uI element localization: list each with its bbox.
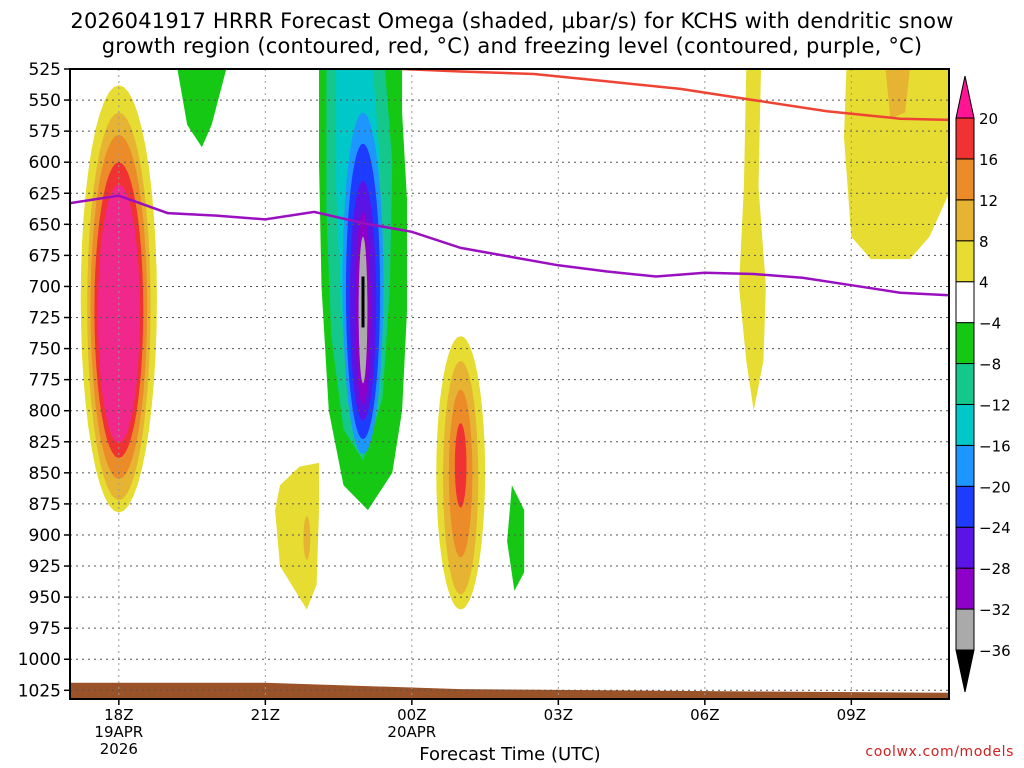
omega-lobe-22z-gold (303, 516, 311, 560)
colorbar-bin-8 (955, 199, 975, 242)
omega-lobe-18z-20 (97, 184, 140, 443)
y-tick-label-750: 750 (29, 340, 61, 360)
colorbar-bin-16 (955, 117, 975, 160)
x-tick-label-09Z: 09Z (837, 706, 866, 724)
colorbar-label-12: 12 (979, 192, 998, 210)
colorbar-bin--4 (955, 281, 975, 324)
colorbar-bin--8 (955, 322, 975, 365)
y-tick-label-800: 800 (29, 402, 61, 422)
y-tick-label-700: 700 (29, 277, 61, 297)
y-tick-label-650: 650 (29, 215, 61, 235)
colorbar-bin--24 (955, 485, 975, 528)
y-tick-label-675: 675 (29, 246, 61, 266)
colorbar-bin--16 (955, 403, 975, 446)
colorbar-label-4: 4 (979, 274, 989, 292)
colorbar-bin--12 (955, 363, 975, 405)
y-tick-label-875: 875 (29, 495, 61, 515)
y-tick-label-600: 600 (29, 153, 61, 173)
colorbar-label--36: −36 (979, 642, 1011, 660)
y-tick-label-525: 525 (29, 60, 61, 80)
colorbar-bin-4 (955, 240, 975, 283)
colorbar-label--28: −28 (979, 560, 1011, 578)
x-tick-label-18Z: 18Z (104, 706, 133, 724)
y-tick-label-775: 775 (29, 371, 61, 391)
colorbar-label--4: −4 (979, 315, 1001, 333)
y-tick-label-625: 625 (29, 184, 61, 204)
plot-frame (69, 68, 950, 700)
colorbar-bin--32 (955, 567, 975, 610)
colorbar: −36 −32 −28 −24 −20 −16 −12 −8 −4 4 8 12 16 20 (955, 75, 1011, 693)
colorbar-over-arrow (955, 75, 975, 119)
y-tick-label-975: 975 (29, 619, 61, 639)
chart-title-line2: growth region (contoured, red, °C) and f… (101, 34, 923, 58)
y-tick-label-1000: 1000 (18, 650, 61, 670)
omega-lobe-09z-8 (885, 69, 910, 119)
colorbar-under-arrow (955, 649, 975, 693)
site-credit[interactable]: coolwx.com/models (865, 744, 1014, 760)
colorbar-label--12: −12 (979, 396, 1011, 414)
y-tick-label-925: 925 (29, 557, 61, 577)
x-tick-label-21Z: 21Z (251, 706, 280, 724)
colorbar-label-16: 16 (979, 151, 998, 169)
gridlines (70, 68, 949, 699)
y-tick-label-550: 550 (29, 91, 61, 111)
omega-streak-02z-teal (507, 485, 525, 591)
colorbar-bin--28 (955, 526, 975, 569)
y-tick-label-1025: 1025 (18, 681, 61, 701)
colorbar-label--16: −16 (979, 437, 1011, 455)
y-axis: 525 550 575 600 625 650 675 700 725 750 775 800 825 8… (18, 60, 70, 701)
freezing-level-line (70, 194, 949, 297)
y-tick-label-900: 900 (29, 526, 61, 546)
x-tick-label-06Z: 06Z (690, 706, 719, 724)
colorbar-label--8: −8 (979, 356, 1001, 374)
chart-title-line1: 2026041917 HRRR Forecast Omega (shaded, … (70, 9, 954, 33)
x-tick-sublabel-19APR: 19APR (94, 723, 143, 741)
x-tick-sublabel-20APR: 20APR (387, 723, 436, 741)
x-tick-label-03Z: 03Z (544, 706, 573, 724)
colorbar-label--24: −24 (979, 519, 1011, 537)
colorbar-bin-12 (955, 158, 975, 201)
colorbar-label--32: −32 (979, 601, 1011, 619)
omega-shading (80, 69, 949, 641)
colorbar-bin--36 (955, 608, 975, 651)
colorbar-label-8: 8 (979, 233, 989, 251)
omega-blob-950-green (106, 585, 141, 625)
terrain-ground (70, 682, 949, 699)
y-tick-label-575: 575 (29, 122, 61, 142)
y-tick-label-825: 825 (29, 433, 61, 453)
x-tick-label-00Z: 00Z (397, 706, 426, 724)
dendritic-growth-line (402, 69, 949, 122)
contour-lines (70, 69, 949, 297)
colorbar-label--20: −20 (979, 478, 1011, 496)
terrain-layer (70, 682, 949, 699)
x-tick-sublabel-2026: 2026 (100, 740, 138, 758)
omega-streak-06z-yellow (739, 69, 766, 411)
omega-lobe-01z-16 (454, 423, 467, 508)
y-tick-label-725: 725 (29, 309, 61, 329)
x-axis-title: Forecast Time (UTC) (419, 744, 601, 765)
colorbar-label-20: 20 (979, 110, 998, 128)
y-tick-label-950: 950 (29, 588, 61, 608)
omega-lobe-22z-yellow (275, 462, 319, 610)
y-tick-label-850: 850 (29, 464, 61, 484)
omega-upper-teal-19z (177, 69, 227, 148)
colorbar-bin--20 (955, 444, 975, 487)
